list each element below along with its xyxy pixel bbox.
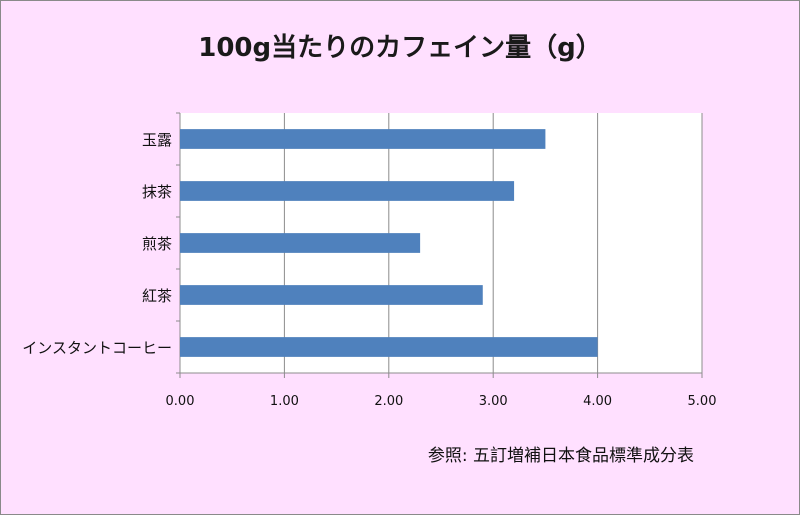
x-tick-label: 2.00 xyxy=(374,394,403,409)
bar xyxy=(180,129,546,149)
category-label: インスタントコーヒー xyxy=(22,339,172,357)
x-tick-label: 1.00 xyxy=(270,394,299,409)
x-tick-label: 3.00 xyxy=(479,394,508,409)
x-tick-label: 0.00 xyxy=(166,394,195,409)
bar xyxy=(180,233,421,253)
category-label: 紅茶 xyxy=(142,287,172,305)
category-label: 煎茶 xyxy=(142,235,172,253)
x-tick-label: 4.00 xyxy=(583,394,612,409)
chart-title: 100g当たりのカフェイン量（g） xyxy=(198,33,602,63)
bar xyxy=(180,181,515,201)
source-note: 参照: 五訂増補日本食品標準成分表 xyxy=(427,446,694,466)
category-label: 抹茶 xyxy=(142,183,172,201)
bar xyxy=(180,337,598,357)
bar xyxy=(180,285,483,305)
x-tick-label: 5.00 xyxy=(688,394,717,409)
category-label: 玉露 xyxy=(142,131,172,149)
